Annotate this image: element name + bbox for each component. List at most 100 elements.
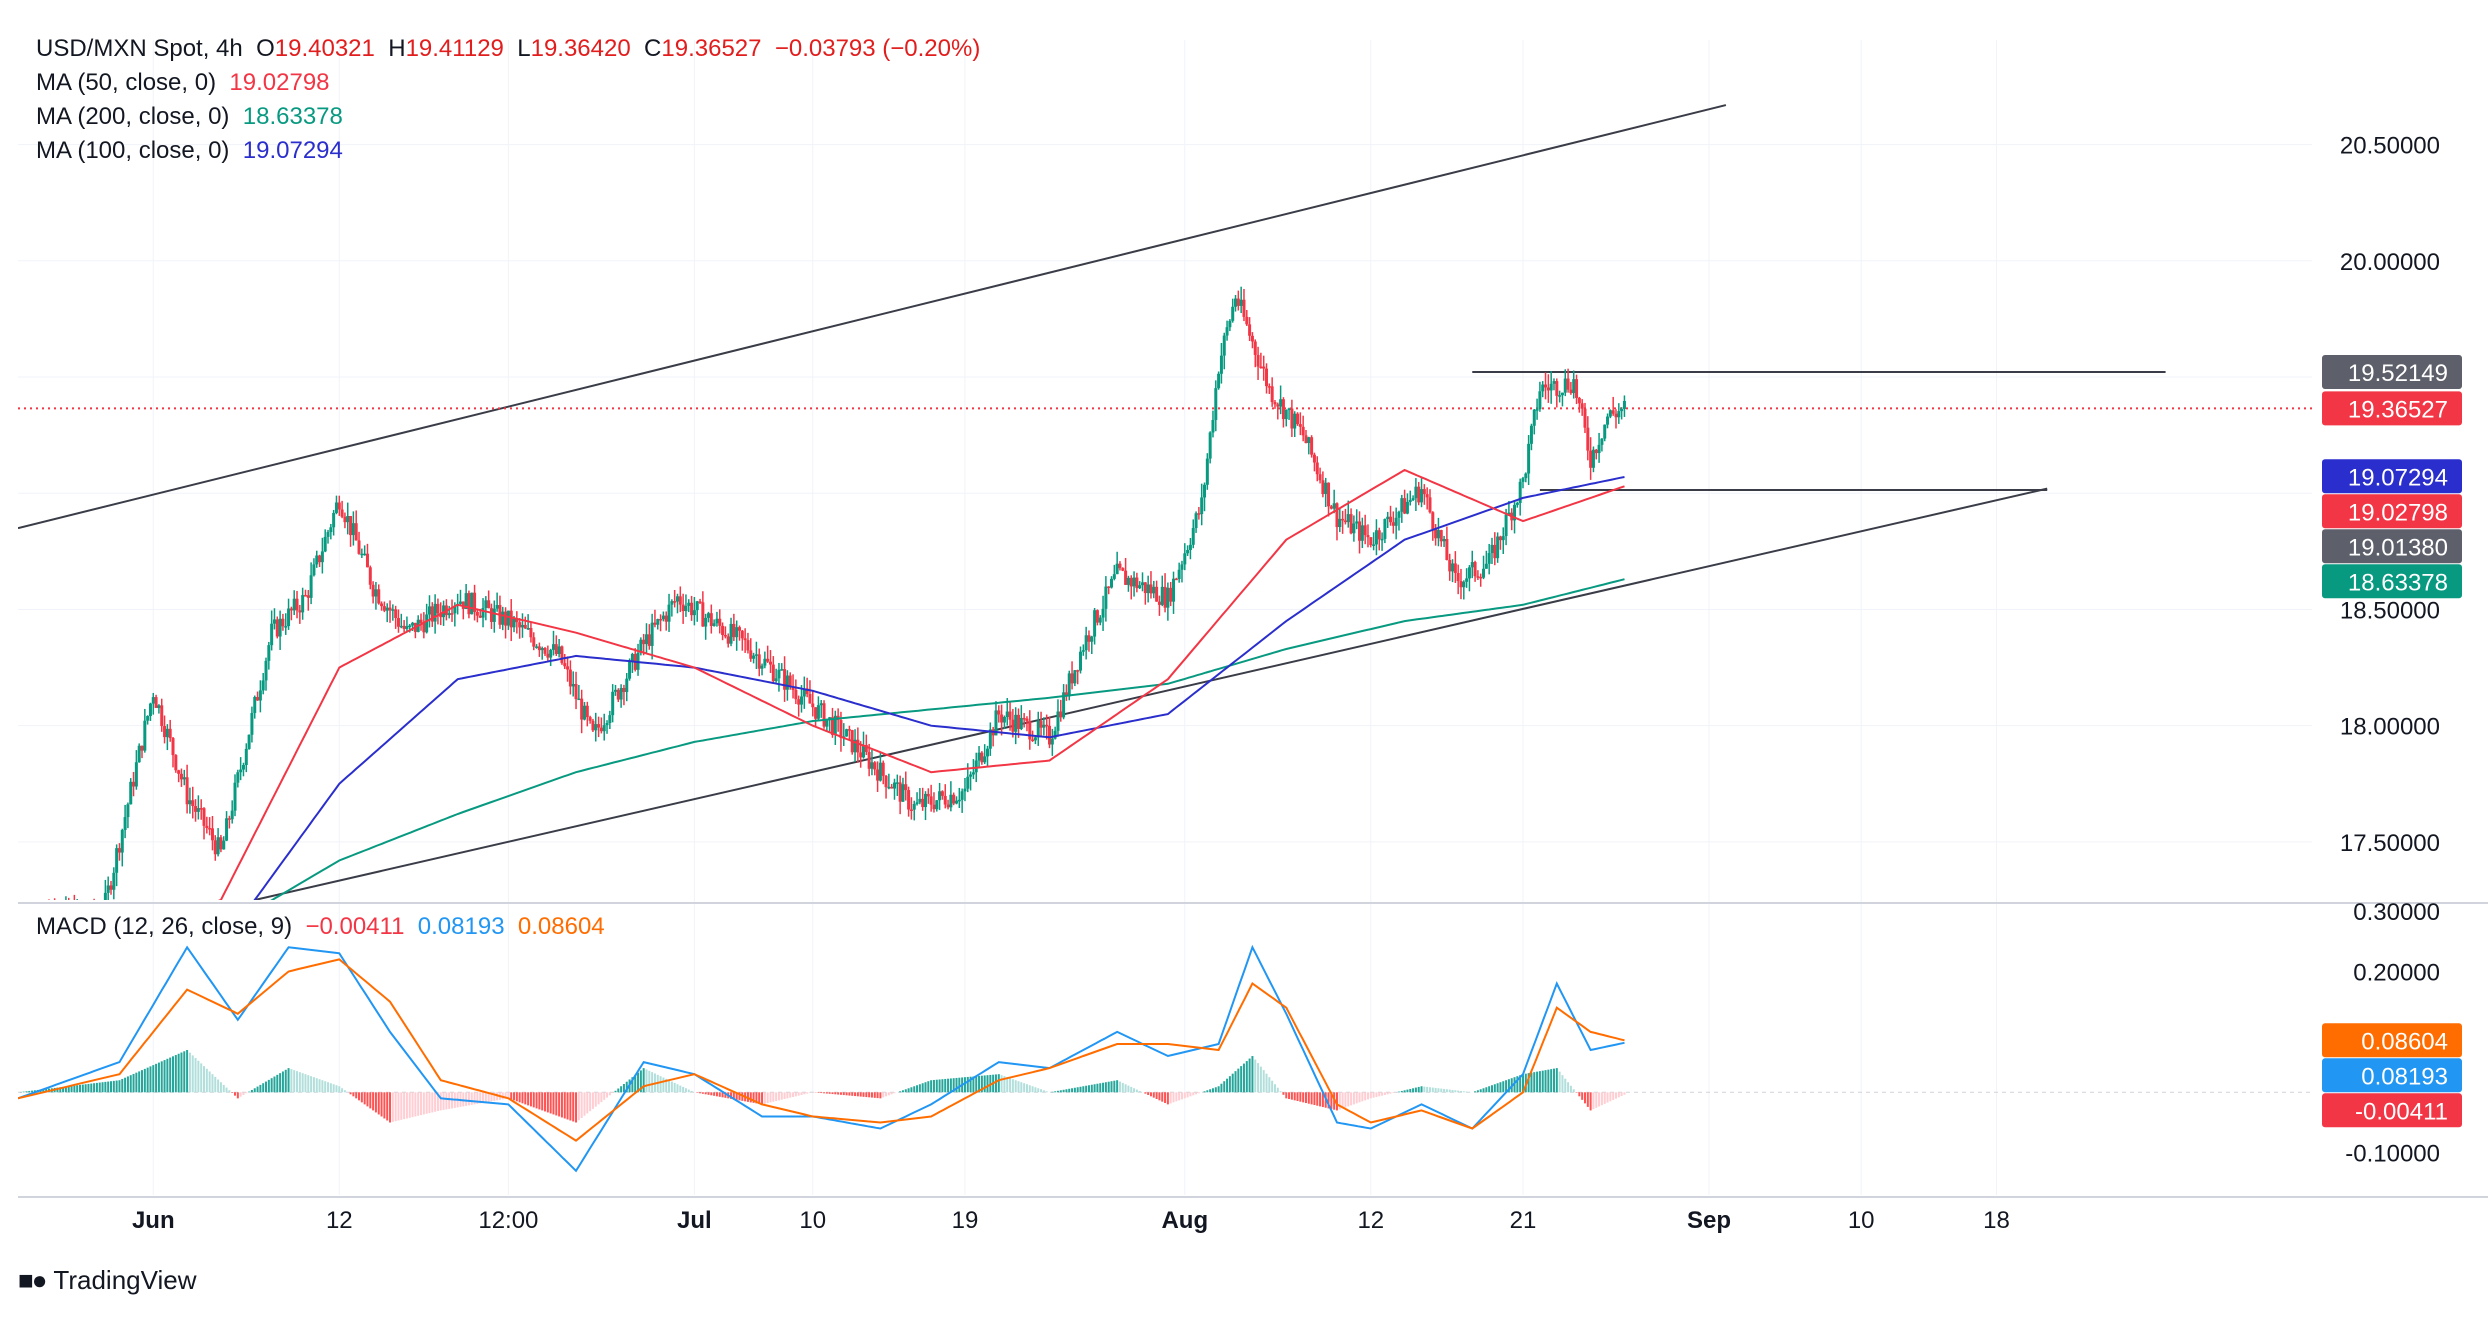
candle-body (216, 837, 220, 855)
candle-body (489, 608, 493, 622)
candle-body (1301, 426, 1305, 436)
macd-legend[interactable]: MACD (12, 26, close, 9) −0.00411 0.08193… (36, 910, 605, 944)
candle-body (233, 782, 237, 811)
channel-trendline (18, 104, 1727, 530)
candle-body (1183, 553, 1187, 565)
candle-body (1163, 586, 1167, 608)
candle-body (1538, 391, 1542, 410)
candle-body (577, 698, 581, 701)
candle-body (743, 638, 747, 641)
ma100-legend[interactable]: MA (100, close, 0) 19.07294 (36, 134, 343, 168)
candle-body (1453, 563, 1457, 573)
candle-body (532, 637, 536, 647)
candle-body (306, 595, 310, 598)
candle-body (1383, 519, 1387, 539)
candle-body (1138, 585, 1142, 589)
candle-body (1513, 504, 1517, 521)
candle-body (1459, 581, 1463, 588)
candle-body (337, 502, 341, 510)
candle-body (1332, 503, 1336, 509)
candle-body (1048, 725, 1052, 745)
candle-body (1180, 564, 1184, 570)
candle-body (1281, 399, 1285, 420)
candle-body (1484, 563, 1488, 569)
candle-body (1518, 481, 1522, 504)
candle-body (630, 654, 634, 662)
candle-body (974, 760, 978, 773)
price-axis-tick-label: 18.50000 (2340, 597, 2440, 624)
candle-body (1490, 544, 1494, 554)
candle-body (1456, 572, 1460, 582)
candle-body (1563, 378, 1567, 393)
candle-body (969, 774, 973, 777)
candle-body (168, 728, 172, 739)
candle-body (343, 516, 347, 523)
candle-body (571, 683, 575, 687)
tradingview-brand[interactable]: ■● TradingView (18, 1265, 197, 1296)
candle-body (346, 516, 350, 523)
candle-body (862, 744, 865, 758)
candle-body (354, 523, 358, 541)
candle-body (946, 804, 950, 808)
candle-body (568, 669, 572, 687)
candle-body (1369, 537, 1373, 546)
ma50-value: 19.02798 (229, 69, 330, 96)
candle-body (625, 678, 629, 693)
candle-body (458, 601, 462, 604)
candle-body (1067, 673, 1071, 697)
symbol-label[interactable]: USD/MXN Spot, 4h (36, 35, 243, 62)
candle-body (732, 623, 736, 638)
candle-body (250, 712, 254, 735)
candle-body (771, 664, 775, 682)
candle-body (1172, 578, 1176, 602)
candle-body (1076, 670, 1080, 672)
candle-body (675, 596, 679, 602)
macd-line-value: 0.08193 (417, 913, 505, 940)
price-tag: 19.02798 (2348, 499, 2448, 526)
candle-body (690, 602, 694, 616)
candle-body (766, 658, 770, 662)
ma50-line (217, 468, 1625, 900)
ma200-legend[interactable]: MA (200, close, 0) 18.63378 (36, 100, 343, 134)
candle-body (1566, 378, 1570, 390)
candle-body (171, 738, 175, 756)
candle-body (1279, 399, 1283, 407)
candle-body (1335, 503, 1339, 528)
candle-body (272, 619, 276, 624)
candle-body (394, 609, 398, 619)
candle-body (718, 618, 722, 626)
candle-body (864, 744, 868, 752)
candle-body (239, 769, 243, 773)
candle-body (1135, 577, 1139, 589)
candle-body (1439, 530, 1443, 542)
candle-body (1287, 408, 1291, 411)
candle-body (628, 661, 632, 679)
candle-body (388, 607, 392, 611)
change-value: −0.03793 (−0.20%) (774, 35, 981, 62)
candle-body (893, 782, 897, 789)
time-axis-label: Jun (132, 1207, 175, 1234)
candle-body (1349, 514, 1353, 534)
candle-body (1098, 617, 1102, 623)
macd-tag-bg (2322, 1093, 2462, 1128)
candle-body (523, 624, 527, 629)
candle-body (1284, 409, 1288, 420)
candle-body (546, 653, 550, 658)
candle-body (256, 697, 260, 701)
ma50-legend[interactable]: MA (50, close, 0) 19.02798 (36, 66, 330, 100)
candle-body (377, 589, 381, 604)
candle-body (543, 648, 547, 654)
candle-body (1352, 523, 1356, 534)
candle-body (977, 752, 981, 761)
candle-body (706, 613, 710, 618)
candle-body (785, 675, 789, 690)
candle-body (230, 810, 234, 820)
candle-body (1546, 387, 1550, 391)
candle-body (904, 784, 908, 791)
candle-body (1470, 562, 1474, 568)
candle-body (117, 848, 121, 853)
candle-body (1242, 299, 1246, 317)
candle-body (952, 794, 956, 804)
